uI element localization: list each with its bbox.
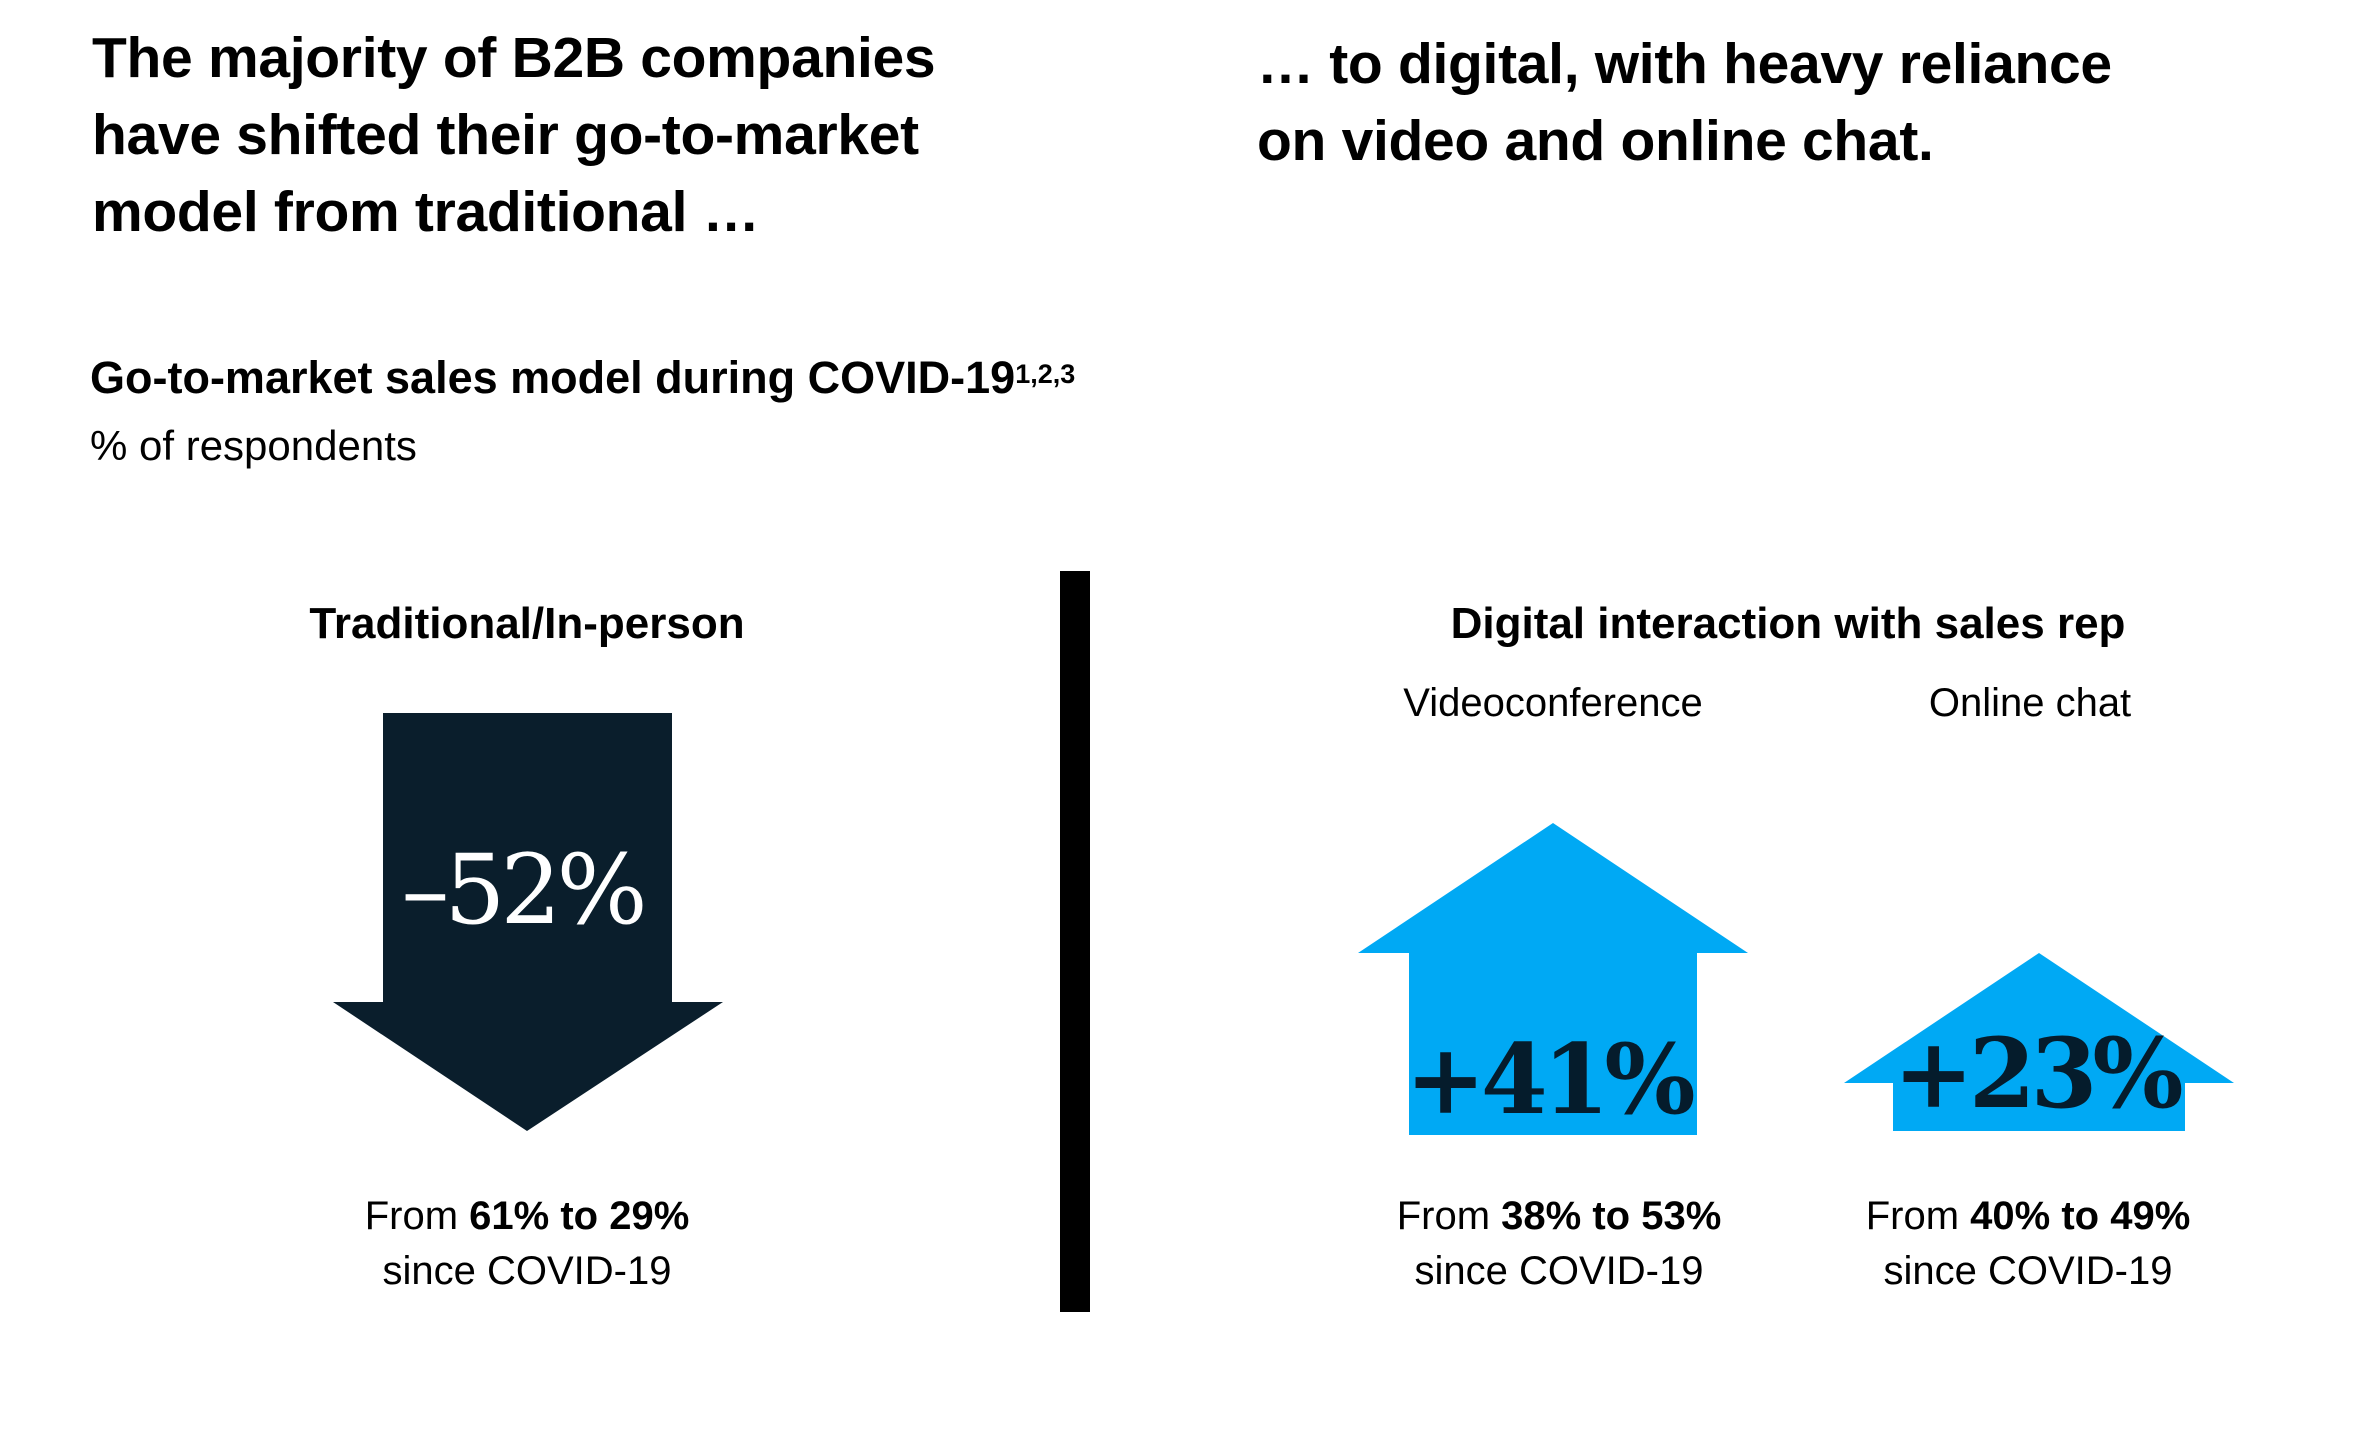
chart-title-footnotes: 1,2,3 [1015,359,1076,389]
digital-heading: Digital interaction with sales rep [1450,599,2126,648]
headline-right: … to digital, with heavy reliance on vid… [1257,26,2257,180]
panel-divider [1060,571,1090,1312]
up-arrow-videoconference [1358,823,1748,1135]
videoconference-label: Videoconference [1403,681,1703,725]
chart-title: Go-to-market sales model during COVID-19… [90,350,1075,406]
since-text: since COVID-19 [1883,1249,2173,1293]
online-chat-from-text: From 40% to 49% since COVID-19 [1866,1189,2191,1299]
traditional-heading: Traditional/In-person [309,599,745,648]
from-values: 61% to 29% [469,1194,690,1238]
since-text: since COVID-19 [382,1249,672,1293]
traditional-change-label: –52% [401,834,647,946]
traditional-from-text: From 61% to 29% since COVID-19 [365,1189,690,1299]
headline-right-line: … to digital, with heavy reliance [1257,32,2112,96]
online-chat-change-label: +23% [1893,1017,2183,1130]
chart-title-text: Go-to-market sales model during COVID-19 [90,352,1016,403]
from-prefix: From [1396,1194,1491,1238]
chart-subtitle: % of respondents [90,422,417,469]
down-arrow-traditional [333,713,723,1131]
headline-left-line: model from traditional … [92,180,760,244]
headline-left: The majority of B2B companies have shift… [92,20,1192,251]
since-text: since COVID-19 [1414,1249,1704,1293]
up-arrow-online-chat [1844,953,2234,1131]
online-chat-label: Online chat [1928,681,2132,725]
headline-left-line: The majority of B2B companies [92,26,936,90]
headline-right-line: on video and online chat. [1257,109,1934,173]
videoconference-change-label: +41% [1405,1023,1695,1136]
headline-left-line: have shifted their go-to-market [92,103,919,167]
videoconference-from-text: From 38% to 53% since COVID-19 [1397,1189,1722,1299]
from-prefix: From [364,1194,459,1238]
from-values: 38% to 53% [1501,1194,1722,1238]
from-values: 40% to 49% [1970,1194,2191,1238]
from-prefix: From [1865,1194,1960,1238]
